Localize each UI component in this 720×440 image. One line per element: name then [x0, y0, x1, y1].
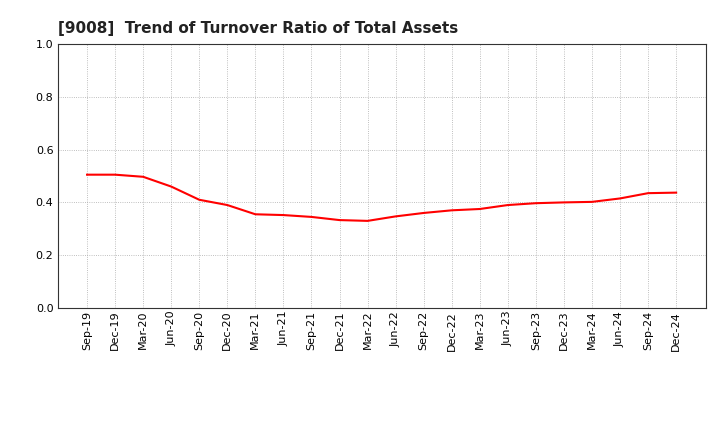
Text: [9008]  Trend of Turnover Ratio of Total Assets: [9008] Trend of Turnover Ratio of Total …: [58, 21, 458, 36]
